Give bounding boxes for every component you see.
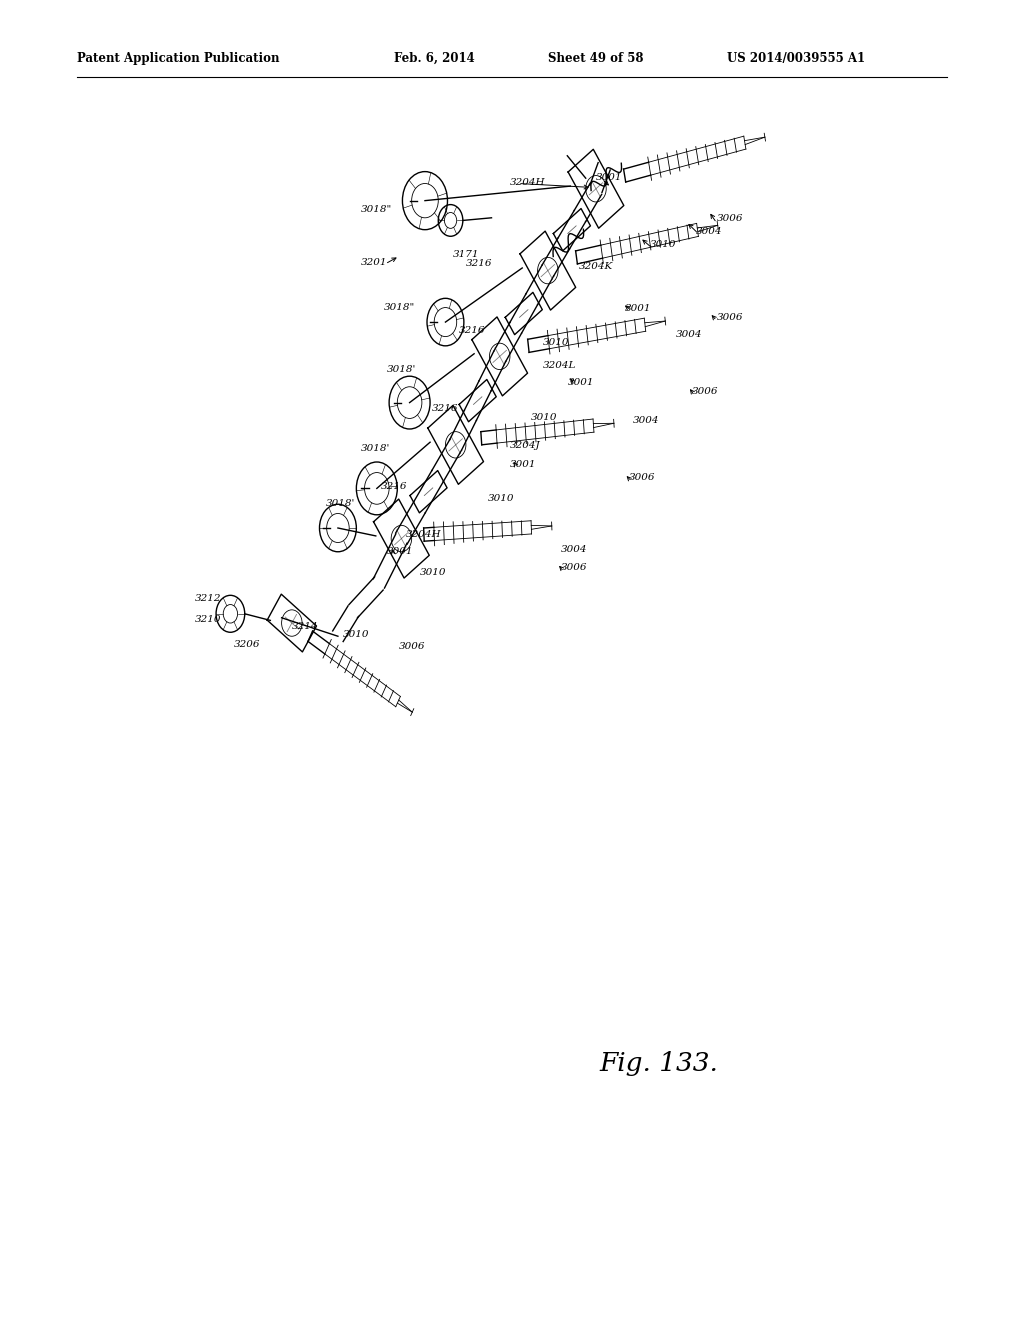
Text: 3206: 3206 [233, 640, 260, 649]
Text: 3201: 3201 [360, 257, 387, 267]
Text: 3001: 3001 [596, 173, 623, 182]
Text: 3006: 3006 [692, 387, 719, 396]
Text: 3018': 3018' [360, 444, 390, 453]
Text: 3006: 3006 [561, 562, 588, 572]
Text: 3018": 3018" [360, 205, 392, 214]
Text: 3010: 3010 [343, 630, 370, 639]
Text: 3171: 3171 [453, 249, 479, 259]
Text: 3006: 3006 [629, 473, 655, 482]
Text: 3204J: 3204J [510, 441, 541, 450]
Text: Patent Application Publication: Patent Application Publication [77, 51, 280, 65]
Text: 3216: 3216 [381, 482, 408, 491]
Text: 3010: 3010 [530, 413, 557, 422]
Text: 3006: 3006 [399, 642, 426, 651]
Text: 3214: 3214 [292, 622, 318, 631]
Text: 3001: 3001 [625, 304, 651, 313]
Text: 3210: 3210 [195, 615, 221, 624]
Text: 3204K: 3204K [579, 261, 612, 271]
Text: 3204H: 3204H [510, 178, 546, 187]
Text: 3216: 3216 [459, 326, 485, 335]
Text: 3001: 3001 [387, 546, 414, 556]
Text: 3216: 3216 [432, 404, 459, 413]
Text: 3004: 3004 [633, 416, 659, 425]
Text: 3004: 3004 [676, 330, 702, 339]
Text: 3204H: 3204H [406, 529, 441, 539]
Text: 3018": 3018" [384, 302, 416, 312]
Text: Fig. 133.: Fig. 133. [599, 1051, 718, 1076]
Text: 3010: 3010 [420, 568, 446, 577]
Text: 3204L: 3204L [543, 360, 577, 370]
Text: 3001: 3001 [568, 378, 595, 387]
Text: 3018': 3018' [326, 499, 355, 508]
Text: Feb. 6, 2014: Feb. 6, 2014 [394, 51, 475, 65]
Text: 3212: 3212 [195, 594, 221, 603]
Text: 3018': 3018' [387, 364, 417, 374]
Text: 3001: 3001 [510, 459, 537, 469]
Text: 3006: 3006 [717, 313, 743, 322]
Text: 3004: 3004 [696, 227, 723, 236]
Text: 3216: 3216 [466, 259, 493, 268]
Text: 3006: 3006 [717, 214, 743, 223]
Text: Sheet 49 of 58: Sheet 49 of 58 [548, 51, 643, 65]
Text: US 2014/0039555 A1: US 2014/0039555 A1 [727, 51, 865, 65]
Text: 3010: 3010 [543, 338, 569, 347]
Text: 3010: 3010 [487, 494, 514, 503]
Text: 3004: 3004 [561, 545, 588, 554]
Text: 3010: 3010 [650, 240, 677, 249]
